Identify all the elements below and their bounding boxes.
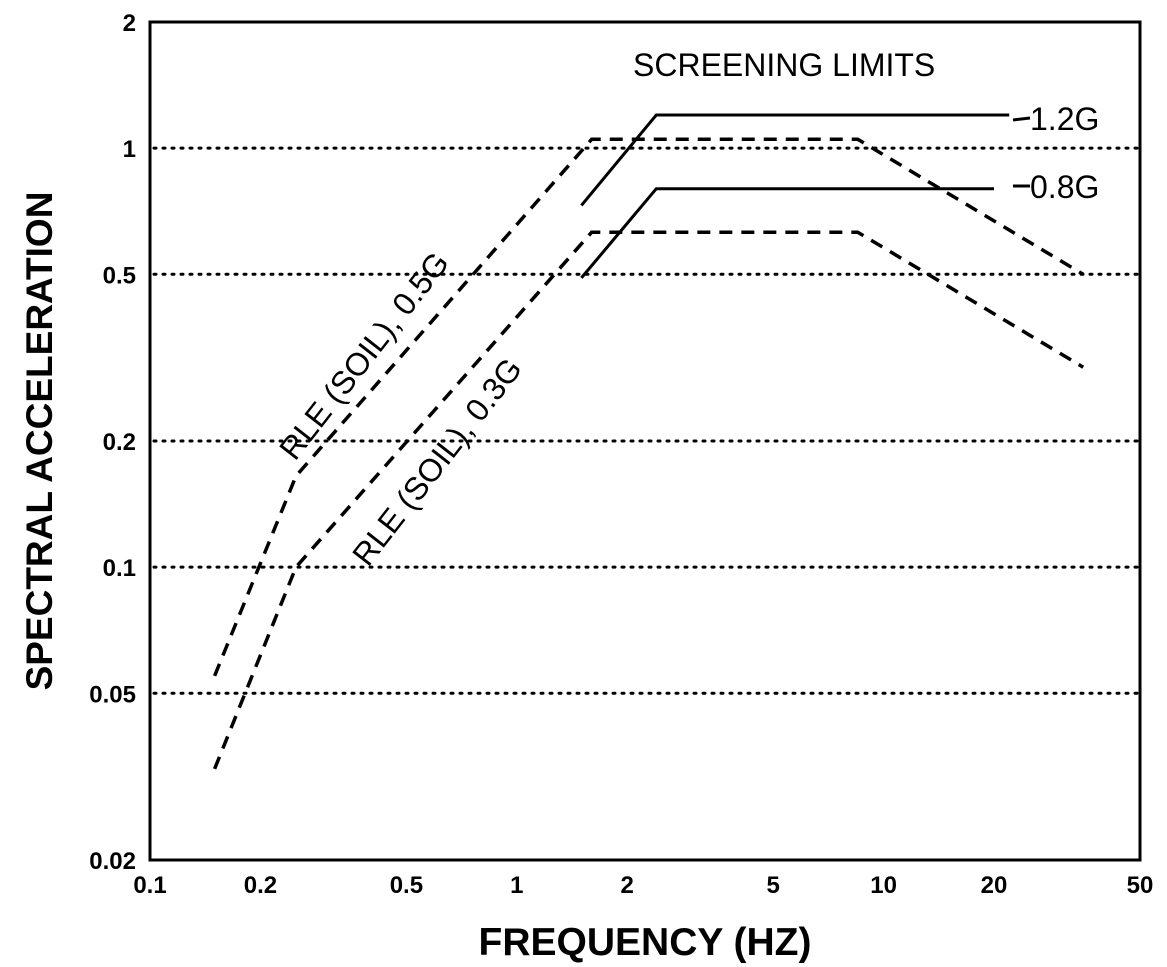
y-axis-title: SPECTRAL ACCELERATION [19, 192, 60, 691]
label-1-2g: 1.2G [1030, 101, 1099, 137]
x-tick-label-4: 2 [621, 872, 634, 899]
x-tick-label-5: 5 [767, 872, 780, 899]
x-tick-label-8: 50 [1127, 872, 1154, 899]
plot-frame [148, 20, 1142, 862]
x-tick-label-7: 20 [981, 872, 1008, 899]
y-tick-label-2: 0.1 [103, 555, 136, 582]
x-axis-title: FREQUENCY (HZ) [479, 921, 812, 964]
x-tick-label-2: 0.5 [390, 872, 423, 899]
label-rle-soil-0-5g: RLE (SOIL), 0.5G [272, 245, 456, 466]
y-tick-label-1: 0.05 [89, 681, 136, 708]
y-tick-label-5: 1 [123, 136, 136, 163]
x-tick-label-1: 0.2 [244, 872, 277, 899]
y-tick-label-4: 0.5 [103, 262, 136, 289]
series-line-2 [580, 113, 1010, 207]
series-line-0 [212, 137, 1085, 677]
y-tick-label-6: 2 [123, 10, 136, 37]
series-lines [212, 113, 1085, 770]
grid-lines [152, 146, 1140, 695]
screening-limits-title: SCREENING LIMITS [633, 47, 935, 83]
x-tick-label-6: 10 [870, 872, 897, 899]
y-tick-label-3: 0.2 [103, 429, 136, 456]
series-line-1 [212, 230, 1085, 770]
x-tick-label-3: 1 [510, 872, 523, 899]
x-tick-label-0: 0.1 [133, 872, 166, 899]
series-line-3 [580, 187, 994, 279]
leader-line-0 [1012, 116, 1031, 122]
label-0-8g: 0.8G [1030, 169, 1099, 205]
tick-labels: 0.1 0.2 0.5 1 2 5 10 20 50 0.02 0.05 0.1 0.2 0.5 1 2 [89, 10, 1153, 899]
y-tick-label-0: 0.02 [89, 848, 136, 875]
label-rle-soil-0-3g: RLE (SOIL), 0.3G [345, 351, 529, 572]
